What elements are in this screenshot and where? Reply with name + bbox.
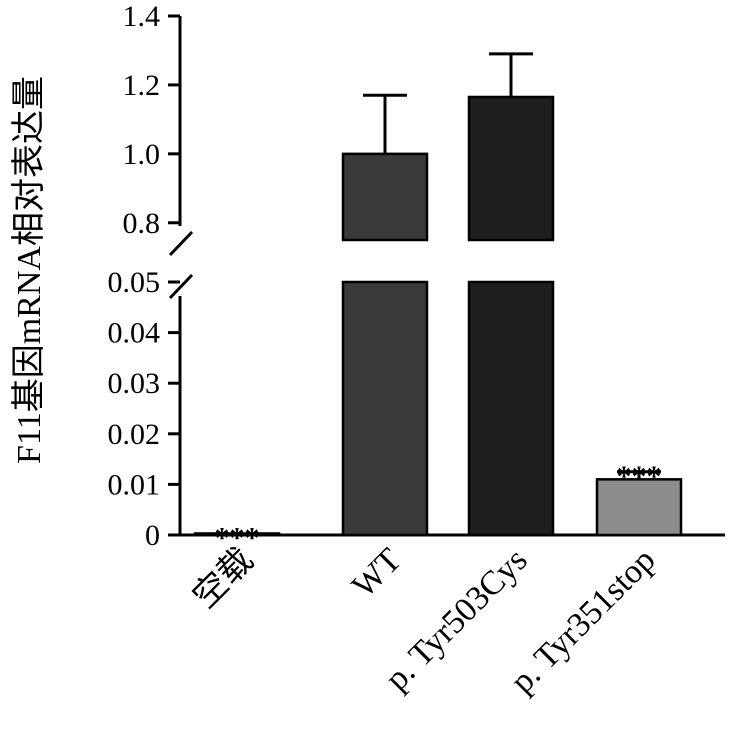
- y-lower-tick-label-1: 0.01: [108, 468, 161, 501]
- axis-break-mark-upper: [168, 230, 194, 257]
- bar-upper-1: [341, 152, 429, 242]
- y-axis-label: F11基因mRNA相对表达量: [10, 76, 48, 464]
- axes: 0 0.01 0.02 0.03 0.04 0.05 0.8 1.0 1.2 1.4: [108, 0, 725, 552]
- y-lower-tick-label-5: 0.05: [108, 266, 161, 299]
- bar-group-1: WT: [341, 93, 429, 605]
- bar-0: [193, 532, 281, 537]
- significance-label-3: ***: [617, 460, 662, 493]
- y-lower-tick-label-3: 0.03: [108, 367, 161, 400]
- bar-lower-2: [467, 280, 555, 537]
- bars: ***空载 WTp. Tyr503Cys***p. Tyr351stop: [186, 52, 683, 700]
- bar-upper-2: [467, 95, 555, 242]
- y-lower-tick-label-2: 0.02: [108, 418, 161, 451]
- bar-3: [595, 478, 683, 537]
- significance-label-0: ***: [215, 521, 260, 554]
- y-lower-tick-label-0: 0: [145, 519, 160, 552]
- bar-group-0: ***空载: [186, 521, 281, 616]
- axis-break-mark-lower: [168, 273, 194, 300]
- y-upper-tick-label-0: 0.8: [123, 207, 161, 240]
- y-upper-tick-label-3: 1.4: [123, 0, 161, 33]
- bar-lower-1: [341, 280, 429, 537]
- category-label-1: WT: [345, 541, 409, 605]
- y-upper-tick-label-2: 1.2: [123, 69, 161, 102]
- y-lower-tick-label-4: 0.04: [108, 317, 161, 350]
- y-upper-tick-label-1: 1.0: [123, 138, 161, 171]
